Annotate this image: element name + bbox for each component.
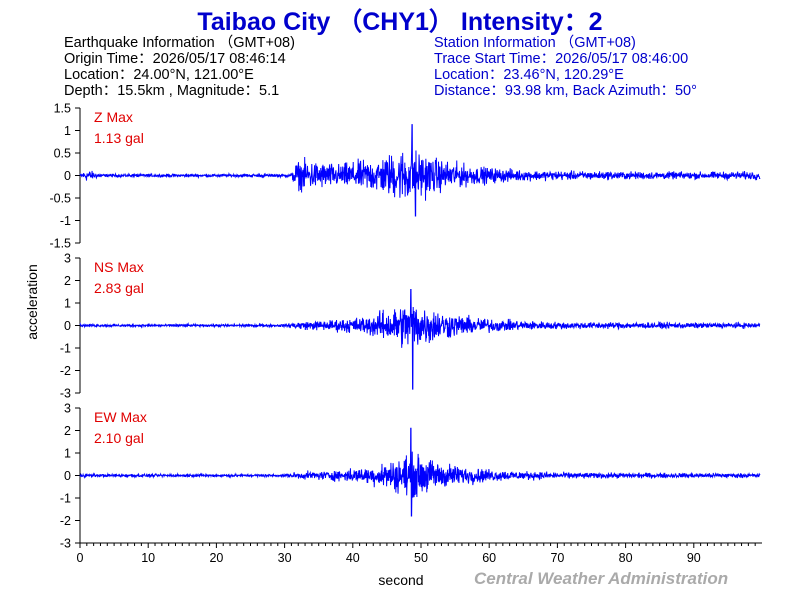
x-tick-label: 60 <box>482 551 496 565</box>
waveform-ns <box>79 289 761 390</box>
y-tick-label: 1 <box>64 124 71 138</box>
y-tick-label: 3 <box>64 252 71 266</box>
y-tick-label: 2 <box>64 274 71 288</box>
depth-magnitude: Depth：15.5km , Magnitude：5.1 <box>64 83 280 99</box>
x-tick-label: 20 <box>209 551 223 565</box>
station-location: Location：23.46°N, 120.29°E <box>434 67 624 83</box>
max-value: 2.83 gal <box>94 280 144 296</box>
y-tick-label: 3 <box>64 402 71 416</box>
y-tick-label: 2 <box>64 424 71 438</box>
y-tick-label: 1.5 <box>54 102 71 116</box>
y-tick-label: -3 <box>60 387 71 401</box>
page-title: Taibao City （CHY1） Intensity：2 <box>197 8 603 36</box>
x-tick-label: 90 <box>687 551 701 565</box>
panel-z: -1.5 -1 -0.5 0 0.5 1 1.5 Z Max 1.13 gal <box>49 102 761 251</box>
earthquake-info-heading: Earthquake Information （GMT+08) <box>64 35 295 51</box>
station-info: Station Information （GMT+08) Trace Start… <box>434 35 697 99</box>
waveform-z <box>79 124 761 217</box>
y-tick-label: -2 <box>60 364 71 378</box>
panel-ew: -3 -2 -1 0 1 2 3 EW Max 2.10 gal <box>60 402 761 551</box>
panel-ns: -3 -2 -1 0 1 2 3 NS Max 2.83 gal <box>60 252 761 401</box>
x-tick-label: 80 <box>619 551 633 565</box>
y-tick-label: -3 <box>60 537 71 551</box>
agency-credit: Central Weather Administration <box>474 569 729 588</box>
x-tick-label: 70 <box>550 551 564 565</box>
distance-azimuth: Distance：93.98 km, Back Azimuth：50° <box>434 83 697 99</box>
x-tick-label: 10 <box>141 551 155 565</box>
y-tick-label: -0.5 <box>49 192 71 206</box>
y-tick-label: -2 <box>60 514 71 528</box>
y-tick-label: -1 <box>60 492 71 506</box>
trace-start-time: Trace Start Time：2026/05/17 08:46:00 <box>434 51 689 67</box>
earthquake-info: Earthquake Information （GMT+08) Origin T… <box>64 35 295 99</box>
y-tick-label: -1.5 <box>49 237 71 251</box>
x-tick-label: 40 <box>346 551 360 565</box>
max-value: 2.10 gal <box>94 430 144 446</box>
x-tick-label: 50 <box>414 551 428 565</box>
y-tick-label: -1 <box>60 214 71 228</box>
epicenter-location: Location：24.00°N, 121.00°E <box>64 67 254 83</box>
waveform-ew <box>79 427 761 517</box>
x-tick-label: 0 <box>77 551 84 565</box>
y-tick-label: 0 <box>64 169 71 183</box>
max-value: 1.13 gal <box>94 130 144 146</box>
y-axis-title: acceleration <box>24 264 40 340</box>
y-tick-label: 1 <box>64 297 71 311</box>
max-label: NS Max <box>94 259 144 275</box>
y-tick-label: -1 <box>60 342 71 356</box>
x-axis-title: second <box>378 572 423 588</box>
y-tick-label: 0 <box>64 319 71 333</box>
max-label: Z Max <box>94 109 133 125</box>
y-tick-label: 0 <box>64 469 71 483</box>
origin-time: Origin Time：2026/05/17 08:46:14 <box>64 51 286 67</box>
x-tick-label: 30 <box>278 551 292 565</box>
y-tick-label: 1 <box>64 447 71 461</box>
station-info-heading: Station Information （GMT+08) <box>434 35 636 51</box>
max-label: EW Max <box>94 409 147 425</box>
y-tick-label: 0.5 <box>54 147 71 161</box>
